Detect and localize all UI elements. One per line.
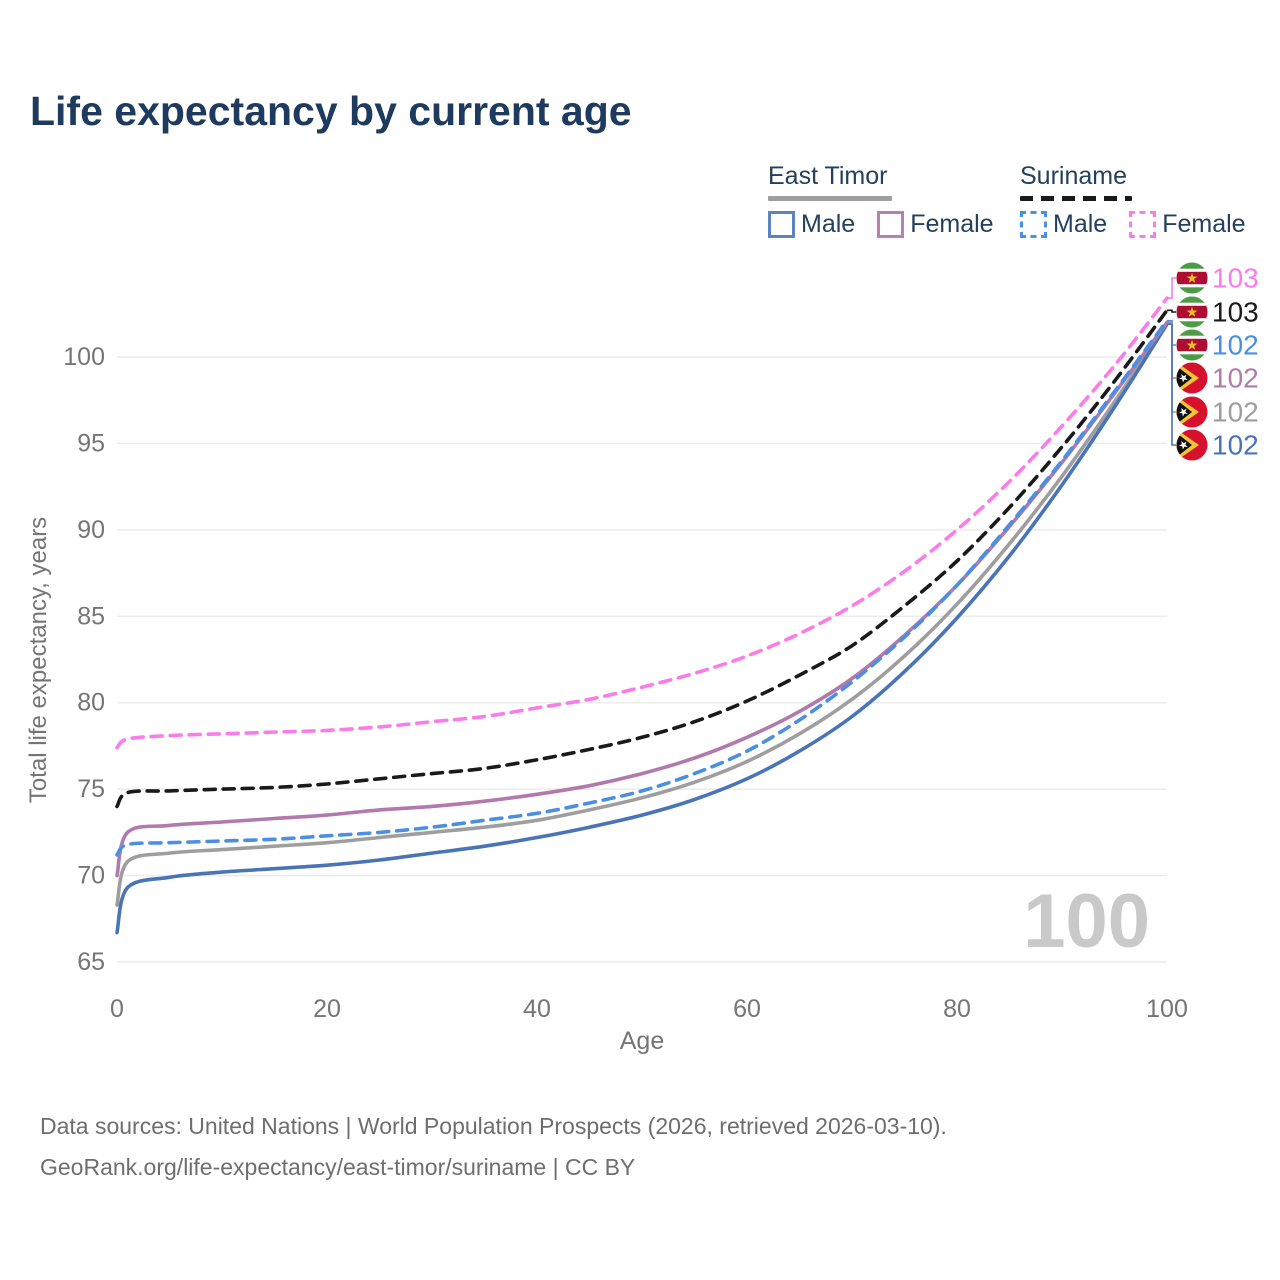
east-timor-flag-icon [1176,362,1208,394]
end-value-label-east-timor-male: 102 [1212,430,1259,461]
end-label-connector [1167,323,1176,446]
y-tick-label: 75 [77,775,105,803]
y-tick-label: 80 [77,689,105,717]
series-line-suriname-female[interactable] [115,296,1169,750]
legend-item-label: Female [910,210,994,238]
legend-item-east-timor-female[interactable]: Female [877,210,994,239]
east-timor-flag-icon [1176,429,1208,461]
suriname-flag-icon [1176,329,1208,361]
x-tick-label: 80 [943,995,971,1023]
female-solid-swatch-icon [877,211,905,238]
y-tick-label: 90 [77,516,105,544]
legend-group-east-timor: East Timor Male Female [768,162,1008,239]
east-timor-flag-icon [1176,396,1208,428]
data-sources-line: Data sources: United Nations | World Pop… [40,1113,947,1139]
y-tick-label: 100 [63,343,105,371]
age-counter-watermark: 100 [1023,879,1150,964]
end-value-label-east-timor: 102 [1212,397,1259,428]
legend-item-east-timor-male[interactable]: Male [768,210,855,239]
y-tick-label: 85 [77,602,105,630]
dashed-line-swatch [1020,196,1132,201]
end-value-label-suriname: 103 [1212,297,1259,328]
series-line-east-timor-male[interactable] [115,322,1169,935]
end-value-label-east-timor-female: 102 [1212,363,1259,394]
y-tick-label: 95 [77,429,105,457]
x-tick-label: 100 [1146,995,1188,1023]
male-dashed-swatch-icon [1020,211,1047,238]
y-tick-label: 65 [77,948,105,976]
male-solid-swatch-icon [768,211,795,238]
attribution: Data sources: United Nations | World Pop… [40,1106,1240,1188]
end-label-connector [1167,309,1176,313]
x-tick-label: 0 [110,995,124,1023]
series-line-east-timor[interactable] [115,321,1169,907]
suriname-flag-icon [1176,296,1208,328]
x-axis-title: Age [620,1027,664,1055]
end-value-label-suriname-male: 102 [1212,330,1259,361]
legend-country-label[interactable]: Suriname [1020,162,1127,190]
page-title: Life expectancy by current age [30,88,632,134]
x-tick-label: 60 [733,995,761,1023]
series-line-suriname[interactable] [115,308,1169,809]
legend-item-label: Male [1053,210,1108,238]
end-label-connector [1167,277,1176,299]
legend-group-suriname: Suriname Male Female [1020,162,1260,239]
y-axis-title: Total life expectancy, years [25,517,52,803]
source-url-line[interactable]: GeoRank.org/life-expectancy/east-timor/s… [40,1154,636,1180]
legend-item-suriname-female[interactable]: Female [1129,210,1246,239]
legend-item-suriname-male[interactable]: Male [1020,210,1107,239]
legend-item-label: Female [1162,210,1246,238]
solid-line-swatch [768,196,892,201]
legend-item-label: Male [801,210,856,238]
y-tick-label: 70 [77,862,105,890]
x-tick-label: 40 [523,995,551,1023]
x-tick-label: 20 [313,995,341,1023]
female-dashed-swatch-icon [1129,211,1157,238]
legend: East Timor Male Female Suriname Male Fem… [0,162,1280,242]
series-line-suriname-male[interactable] [115,318,1169,857]
end-value-label-suriname-female: 103 [1212,263,1259,294]
suriname-flag-icon [1176,262,1208,294]
legend-country-label[interactable]: East Timor [768,162,888,190]
